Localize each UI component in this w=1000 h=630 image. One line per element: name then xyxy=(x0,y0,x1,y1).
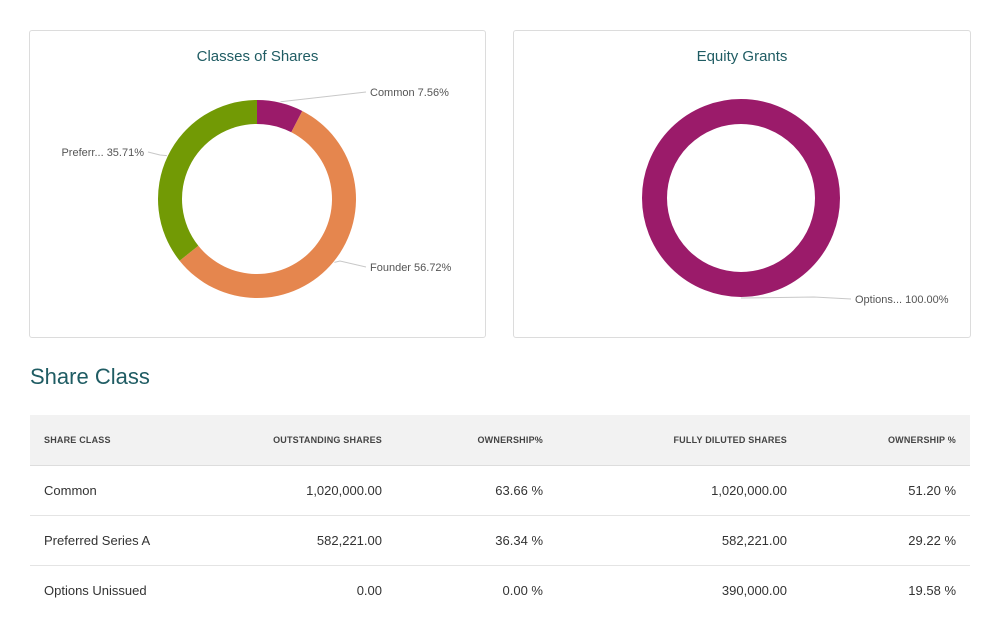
slice-common[interactable] xyxy=(257,100,303,133)
classes-of-shares-donut-chart: Common 7.56% Founder 56.72% Preferr... 35.… xyxy=(61,87,452,299)
equity-grants-card: Equity Grants Options... 100.00% xyxy=(513,30,971,338)
cell-ownership-diluted: 29.22 % xyxy=(787,515,970,566)
cell-ownership-diluted: 51.20 % xyxy=(787,465,970,516)
leader-line xyxy=(280,91,367,103)
slice-label: Options... 100.00% xyxy=(855,294,949,306)
slice-label: Founder 56.72% xyxy=(370,262,452,274)
classes-of-shares-title: Classes of Shares xyxy=(196,48,319,65)
cell-ownership: 63.66 % xyxy=(382,465,543,516)
col-header-ownership-diluted[interactable]: OWNERSHIP % xyxy=(787,415,970,466)
share-class-heading: Share Class xyxy=(30,364,150,389)
cell-share-class: Common xyxy=(30,465,210,516)
cell-share-class: Preferred Series A xyxy=(30,515,210,566)
share-class-table: SHARE CLASS OUTSTANDING SHARES OWNERSHIP… xyxy=(30,415,970,615)
table-row: Preferred Series A 582,221.00 36.34 % 58… xyxy=(30,515,970,566)
equity-grants-title: Equity Grants xyxy=(696,48,788,65)
cell-ownership: 36.34 % xyxy=(382,515,543,566)
slice-label: Preferr... 35.71% xyxy=(61,147,144,159)
slice-label: Common 7.56% xyxy=(370,87,449,99)
slice-preferr[interactable] xyxy=(158,100,257,261)
table-row: Common 1,020,000.00 63.66 % 1,020,000.00… xyxy=(30,465,970,516)
cell-fully-diluted-shares: 1,020,000.00 xyxy=(543,465,787,516)
cell-fully-diluted-shares: 390,000.00 xyxy=(721,582,787,598)
col-header-share-class[interactable]: SHARE CLASS xyxy=(30,415,210,466)
equity-grants-donut-chart: Options... 100.00% xyxy=(642,99,949,306)
table-row: Options Unissued 0.00 0.00 % 390,000.00 … xyxy=(30,565,970,615)
cell-ownership: 0.00 % xyxy=(502,582,543,598)
table-header-row: SHARE CLASS OUTSTANDING SHARES OWNERSHIP… xyxy=(30,415,970,466)
col-header-outstanding-shares[interactable]: OUTSTANDING SHARES xyxy=(210,415,382,466)
col-header-fully-diluted-shares[interactable]: FULLY DILUTED SHARES xyxy=(543,415,787,466)
classes-of-shares-card: Classes of Shares Common 7.56% Founder 56… xyxy=(29,30,486,338)
leader-line xyxy=(334,260,367,268)
slice-founder[interactable] xyxy=(179,110,357,299)
cell-fully-diluted-shares: 582,221.00 xyxy=(543,515,787,566)
slice-options[interactable] xyxy=(642,99,840,297)
leader-line xyxy=(147,151,167,157)
cell-ownership-diluted: 19.58 % xyxy=(908,582,956,598)
cell-share-class: Options Unissued xyxy=(44,582,147,598)
cell-outstanding-shares: 582,221.00 xyxy=(210,515,382,566)
cell-outstanding-shares: 1,020,000.00 xyxy=(210,465,382,516)
cell-outstanding-shares: 0.00 xyxy=(356,582,382,598)
leader-line xyxy=(740,296,852,300)
col-header-ownership[interactable]: OWNERSHIP% xyxy=(382,415,543,466)
